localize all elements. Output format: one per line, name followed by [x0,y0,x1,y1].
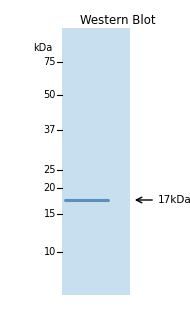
Text: 17kDa: 17kDa [158,195,190,205]
Text: 75: 75 [44,57,56,67]
Bar [62,28,130,295]
Text: 10: 10 [44,247,56,257]
Text: 15: 15 [44,209,56,219]
Text: 25: 25 [44,165,56,175]
Text: 37: 37 [44,125,56,135]
Text: Western Blot: Western Blot [80,14,156,27]
Text: kDa: kDa [33,43,52,53]
Text: 20: 20 [44,183,56,193]
Text: 50: 50 [44,90,56,100]
